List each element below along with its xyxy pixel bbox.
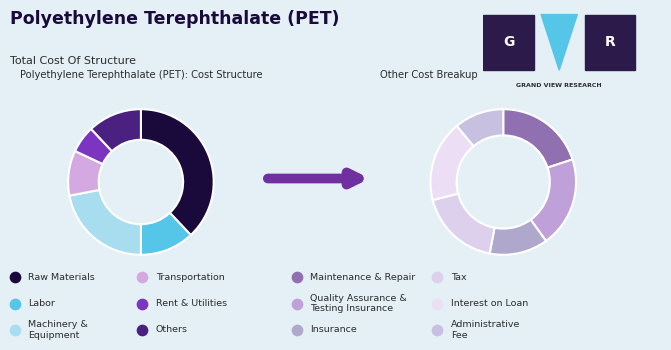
Wedge shape	[433, 194, 495, 253]
Point	[9, 327, 20, 332]
Wedge shape	[68, 151, 103, 196]
Bar	[584, 15, 635, 70]
Point	[432, 301, 443, 307]
Text: Rent & Utilities: Rent & Utilities	[156, 299, 227, 308]
Point	[432, 327, 443, 332]
Point	[137, 274, 148, 280]
Polygon shape	[541, 14, 577, 70]
Wedge shape	[531, 160, 576, 241]
Point	[137, 327, 148, 332]
Point	[137, 301, 148, 307]
Text: Insurance: Insurance	[310, 326, 357, 334]
Text: Interest on Loan: Interest on Loan	[451, 299, 528, 308]
Text: Raw Materials: Raw Materials	[28, 273, 95, 282]
Text: R: R	[605, 35, 615, 49]
Wedge shape	[141, 109, 213, 235]
Wedge shape	[503, 109, 572, 168]
Text: GRAND VIEW RESEARCH: GRAND VIEW RESEARCH	[517, 83, 602, 89]
Point	[291, 301, 302, 307]
Text: Administrative
Fee: Administrative Fee	[451, 320, 520, 340]
Text: Labor: Labor	[28, 299, 55, 308]
Wedge shape	[69, 190, 141, 255]
Wedge shape	[457, 109, 503, 146]
Text: Total Cost Of Structure: Total Cost Of Structure	[10, 56, 136, 66]
Text: Machinery &
Equipment: Machinery & Equipment	[28, 320, 88, 340]
Text: Tax: Tax	[451, 273, 466, 282]
Point	[9, 301, 20, 307]
Wedge shape	[141, 213, 191, 255]
Text: Maintenance & Repair: Maintenance & Repair	[310, 273, 415, 282]
Point	[432, 274, 443, 280]
Point	[9, 274, 20, 280]
Text: Other Cost Breakup: Other Cost Breakup	[380, 70, 478, 80]
Wedge shape	[490, 220, 546, 255]
Point	[291, 274, 302, 280]
Bar	[483, 15, 534, 70]
Text: Polyethylene Terephthalate (PET): Cost Structure: Polyethylene Terephthalate (PET): Cost S…	[20, 70, 263, 80]
Point	[291, 327, 302, 332]
Text: Polyethylene Terephthalate (PET): Polyethylene Terephthalate (PET)	[10, 10, 340, 28]
Wedge shape	[75, 129, 112, 164]
Wedge shape	[431, 126, 474, 200]
Text: Transportation: Transportation	[156, 273, 224, 282]
Text: Others: Others	[156, 326, 188, 334]
Text: G: G	[503, 35, 514, 49]
FancyArrowPatch shape	[268, 173, 359, 184]
Wedge shape	[91, 109, 141, 151]
Text: Quality Assurance &
Testing Insurance: Quality Assurance & Testing Insurance	[310, 294, 407, 313]
